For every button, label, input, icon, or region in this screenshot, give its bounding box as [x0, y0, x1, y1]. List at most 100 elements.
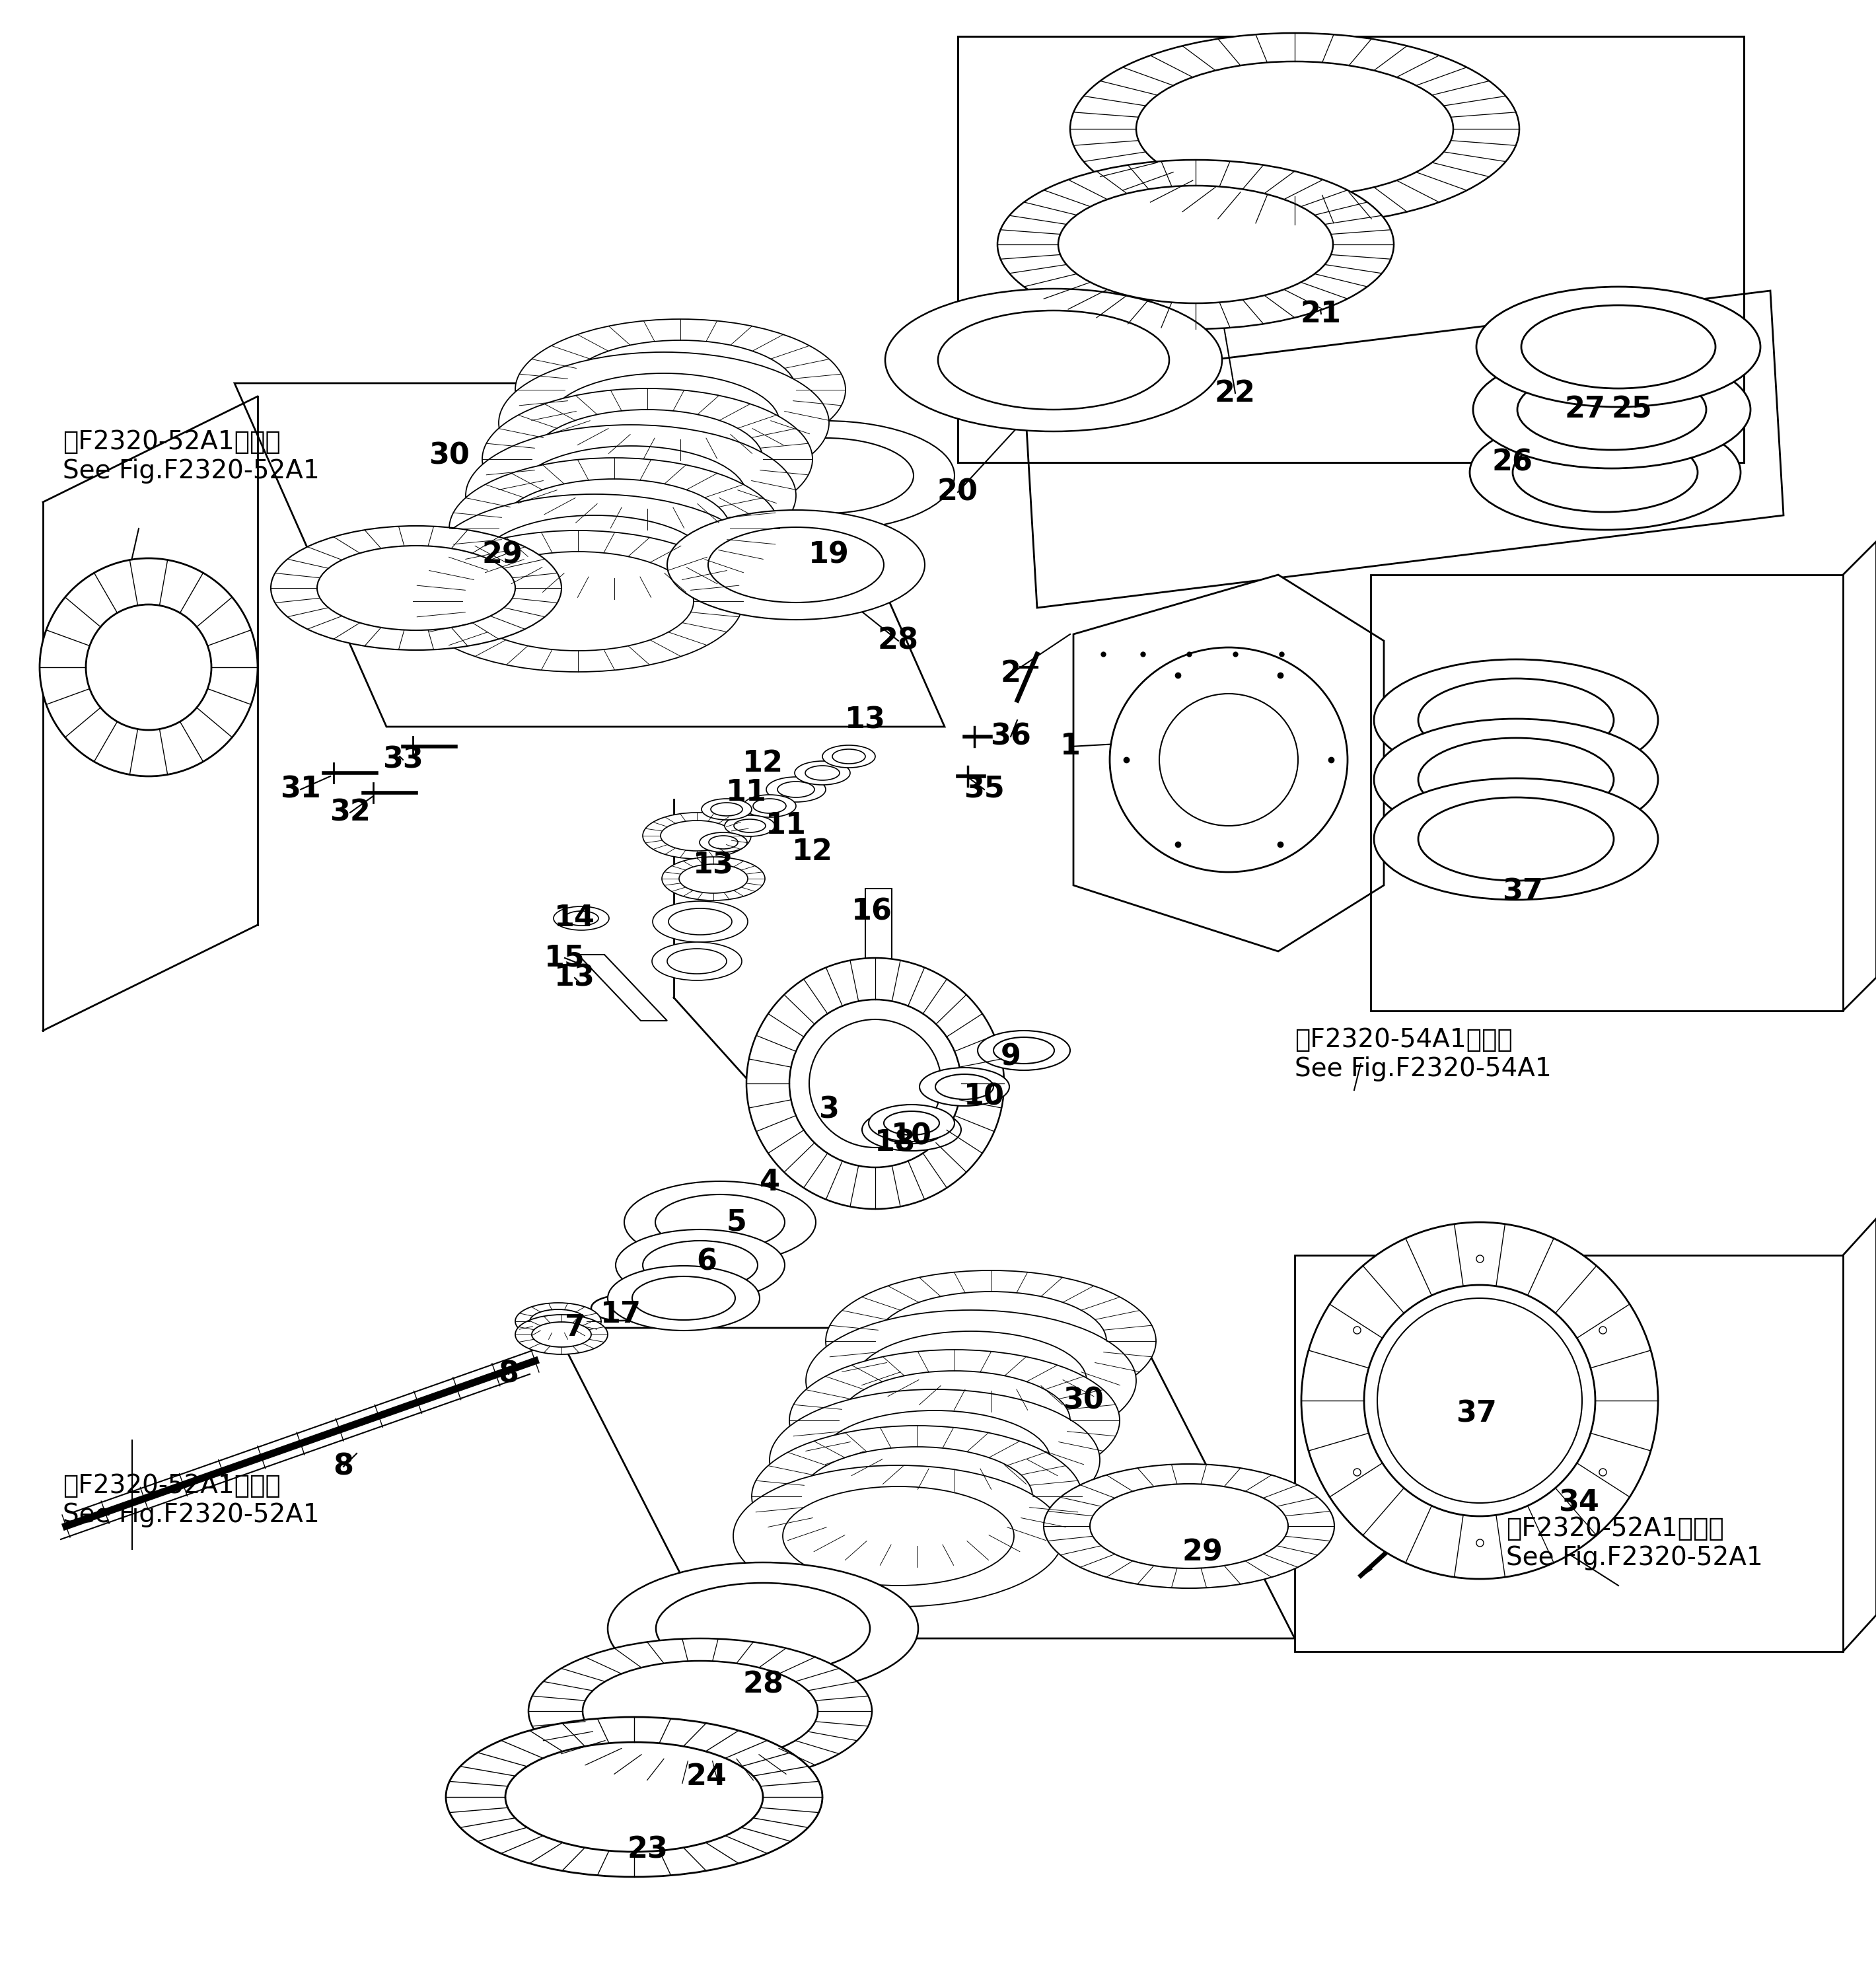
Ellipse shape: [724, 816, 775, 836]
Text: 16: 16: [852, 897, 893, 927]
Text: 10: 10: [964, 1083, 1006, 1111]
Ellipse shape: [446, 1717, 822, 1877]
Ellipse shape: [1159, 694, 1298, 826]
Text: 27: 27: [1565, 395, 1606, 423]
Ellipse shape: [702, 798, 752, 820]
Ellipse shape: [884, 1111, 940, 1134]
Ellipse shape: [855, 1332, 1086, 1431]
Ellipse shape: [711, 802, 743, 816]
Ellipse shape: [1469, 415, 1741, 530]
Text: 第F2320-54A1図参照
See Fig.F2320-54A1: 第F2320-54A1図参照 See Fig.F2320-54A1: [1294, 1028, 1551, 1081]
Text: 30: 30: [430, 443, 469, 470]
Ellipse shape: [39, 559, 257, 777]
Text: 25: 25: [1611, 395, 1653, 423]
Ellipse shape: [833, 749, 865, 763]
Ellipse shape: [499, 352, 829, 494]
Ellipse shape: [86, 605, 212, 729]
Ellipse shape: [499, 478, 730, 579]
Polygon shape: [865, 889, 891, 978]
Text: 37: 37: [1456, 1399, 1497, 1429]
Text: 2: 2: [1000, 660, 1021, 688]
Text: 29: 29: [482, 541, 522, 569]
Ellipse shape: [643, 812, 750, 860]
Text: 13: 13: [692, 852, 734, 879]
Ellipse shape: [270, 526, 561, 650]
Ellipse shape: [769, 1389, 1099, 1531]
Text: 第F2320-52A1図参照
See Fig.F2320-52A1: 第F2320-52A1図参照 See Fig.F2320-52A1: [1506, 1516, 1763, 1571]
Ellipse shape: [662, 858, 765, 901]
Text: 20: 20: [938, 478, 977, 506]
Text: 18: 18: [874, 1128, 915, 1158]
Ellipse shape: [608, 1563, 917, 1695]
Ellipse shape: [752, 798, 786, 814]
Ellipse shape: [643, 1241, 758, 1290]
Ellipse shape: [805, 765, 840, 781]
Text: 10: 10: [891, 1122, 932, 1150]
Ellipse shape: [765, 777, 825, 802]
Ellipse shape: [1043, 1464, 1334, 1589]
Ellipse shape: [448, 458, 779, 599]
Ellipse shape: [482, 389, 812, 530]
Ellipse shape: [505, 1743, 764, 1852]
Polygon shape: [1073, 575, 1384, 950]
Text: 17: 17: [600, 1300, 642, 1330]
Text: 11: 11: [765, 812, 807, 840]
Text: 31: 31: [280, 775, 321, 804]
Text: 5: 5: [726, 1207, 747, 1237]
Ellipse shape: [1137, 61, 1454, 196]
Text: 36: 36: [991, 723, 1032, 751]
Ellipse shape: [548, 373, 779, 472]
Ellipse shape: [795, 761, 850, 784]
Ellipse shape: [516, 318, 846, 460]
Text: 12: 12: [792, 838, 833, 865]
Text: 29: 29: [1182, 1539, 1223, 1567]
Ellipse shape: [737, 439, 914, 514]
Ellipse shape: [1418, 798, 1613, 881]
Ellipse shape: [820, 1411, 1051, 1510]
Text: 8: 8: [499, 1359, 520, 1389]
Ellipse shape: [782, 1486, 1013, 1585]
Text: 26: 26: [1491, 449, 1533, 476]
Ellipse shape: [668, 909, 732, 935]
Text: 28: 28: [878, 626, 919, 654]
Ellipse shape: [531, 409, 764, 508]
Ellipse shape: [1373, 719, 1658, 840]
Text: 14: 14: [553, 905, 595, 933]
Text: 23: 23: [627, 1836, 668, 1863]
Ellipse shape: [529, 1310, 587, 1334]
Ellipse shape: [317, 545, 516, 630]
Ellipse shape: [679, 864, 749, 893]
Ellipse shape: [801, 1446, 1032, 1545]
Ellipse shape: [919, 1067, 1009, 1107]
Ellipse shape: [1418, 678, 1613, 761]
Ellipse shape: [807, 1310, 1137, 1452]
Text: 32: 32: [330, 798, 371, 826]
Ellipse shape: [478, 516, 711, 615]
Ellipse shape: [1069, 34, 1520, 225]
Ellipse shape: [668, 510, 925, 620]
Ellipse shape: [1373, 660, 1658, 781]
Ellipse shape: [869, 1105, 955, 1142]
Ellipse shape: [790, 1350, 1120, 1492]
Ellipse shape: [885, 288, 1221, 431]
Ellipse shape: [709, 836, 737, 850]
Ellipse shape: [660, 820, 734, 852]
Ellipse shape: [822, 745, 876, 767]
Ellipse shape: [1058, 186, 1334, 302]
Ellipse shape: [516, 1314, 608, 1354]
Ellipse shape: [790, 1000, 961, 1168]
Ellipse shape: [825, 1271, 1156, 1411]
Ellipse shape: [696, 421, 955, 530]
Text: 8: 8: [334, 1452, 355, 1480]
Ellipse shape: [516, 1302, 600, 1340]
Ellipse shape: [657, 1583, 870, 1674]
Ellipse shape: [747, 958, 1004, 1209]
Ellipse shape: [1373, 779, 1658, 899]
Text: 34: 34: [1559, 1488, 1598, 1518]
Text: 第F2320-52A1図参照
See Fig.F2320-52A1: 第F2320-52A1図参照 See Fig.F2320-52A1: [62, 429, 319, 484]
Ellipse shape: [529, 1638, 872, 1784]
Text: 21: 21: [1300, 300, 1341, 328]
Ellipse shape: [1364, 1284, 1595, 1516]
Text: 37: 37: [1503, 877, 1544, 907]
Ellipse shape: [516, 447, 747, 545]
